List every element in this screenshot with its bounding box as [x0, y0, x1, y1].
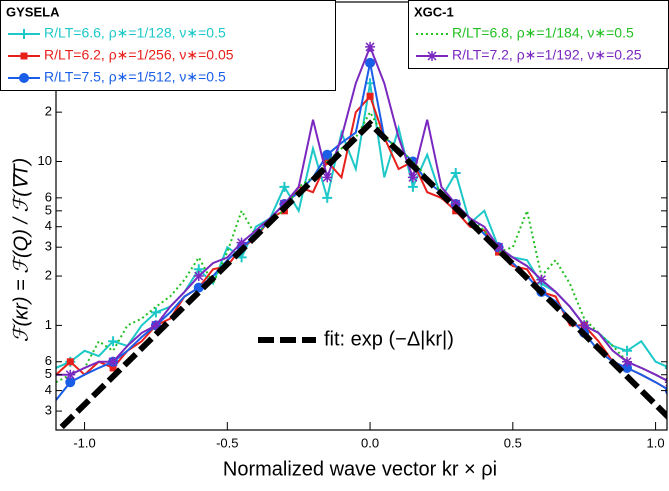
series-line: [59, 119, 667, 430]
marker: [109, 364, 117, 372]
y-axis-label: ℱ(κr) = ℱ(Q) / ℱ(∇T): [10, 158, 32, 342]
y-tick-label: 2: [45, 267, 52, 282]
marker: [322, 172, 333, 183]
marker: [193, 282, 204, 293]
y-tick-label: 5: [45, 366, 52, 381]
marker: [450, 199, 461, 210]
marker: [407, 172, 418, 183]
x-tick-label: 1.0: [647, 435, 665, 450]
marker: [322, 149, 333, 160]
marker: [322, 192, 333, 203]
marker: [108, 356, 119, 367]
marker: [65, 377, 76, 388]
marker: [150, 307, 161, 318]
marker: [536, 274, 547, 285]
marker: [66, 358, 74, 366]
legend-title: XGC-1: [414, 4, 454, 19]
legend-label: R/LT=7.2, ρ∗=1/192, ν∗=0.25: [452, 47, 642, 63]
plot-frame: [55, 1, 668, 431]
marker: [366, 92, 374, 100]
marker: [450, 168, 461, 179]
y-tick-label: 2: [45, 104, 52, 119]
x-tick-label: 0.5: [504, 435, 522, 450]
y-tick-label: 4: [45, 382, 52, 397]
legend-marker: [19, 29, 29, 39]
x-tick-label: -0.5: [216, 435, 238, 450]
y-tick-label: 3: [45, 239, 52, 254]
y-tick-label: 6: [45, 353, 52, 368]
y-tick-label: 3: [45, 403, 52, 418]
legend-box: [408, 0, 669, 69]
marker: [622, 362, 633, 373]
marker: [65, 369, 76, 380]
legend-label: R/LT=7.5, ρ∗=1/512, ν∗=0.5: [44, 69, 226, 85]
x-tick-label: 0.0: [361, 435, 379, 450]
y-tick-label: 5: [45, 202, 52, 217]
legend-label: R/LT=6.8, ρ∗=1/184, ν∗=0.5: [452, 25, 634, 41]
plot-area: [56, 41, 667, 430]
marker: [365, 41, 376, 52]
legend-marker: [20, 52, 28, 60]
legend-marker: [19, 73, 29, 83]
marker: [193, 271, 204, 282]
legend-box: [0, 0, 336, 91]
y-tick-label: 4: [45, 218, 52, 233]
y-tick-label: 10: [38, 153, 52, 168]
y-tick-label: 6: [45, 189, 52, 204]
marker: [108, 336, 119, 347]
x-axis-label: Normalized wave vector kr × ρi: [223, 458, 497, 480]
legend-label: R/LT=6.6, ρ∗=1/128, ν∗=0.5: [44, 25, 226, 41]
fit-label: fit: exp (−Δ|kr|): [324, 328, 454, 350]
series-line: [56, 110, 667, 384]
marker: [622, 356, 633, 367]
marker: [579, 320, 590, 331]
marker: [493, 242, 504, 253]
legend-label: R/LT=6.2, ρ∗=1/256, ν∗=0.05: [44, 47, 234, 63]
x-tick-label: -1.0: [73, 435, 95, 450]
marker: [407, 181, 418, 192]
legend-marker: [427, 51, 437, 61]
y-tick-label: 1: [45, 317, 52, 332]
marker: [622, 345, 633, 356]
marker: [236, 237, 247, 248]
marker: [279, 181, 290, 192]
marker: [150, 320, 161, 331]
marker: [365, 57, 376, 68]
legends: fit: exp (−Δ|kr|) GYSELA R/LT=6.6, ρ∗=1/12…: [0, 0, 669, 350]
legend-title: GYSELA: [6, 4, 60, 19]
